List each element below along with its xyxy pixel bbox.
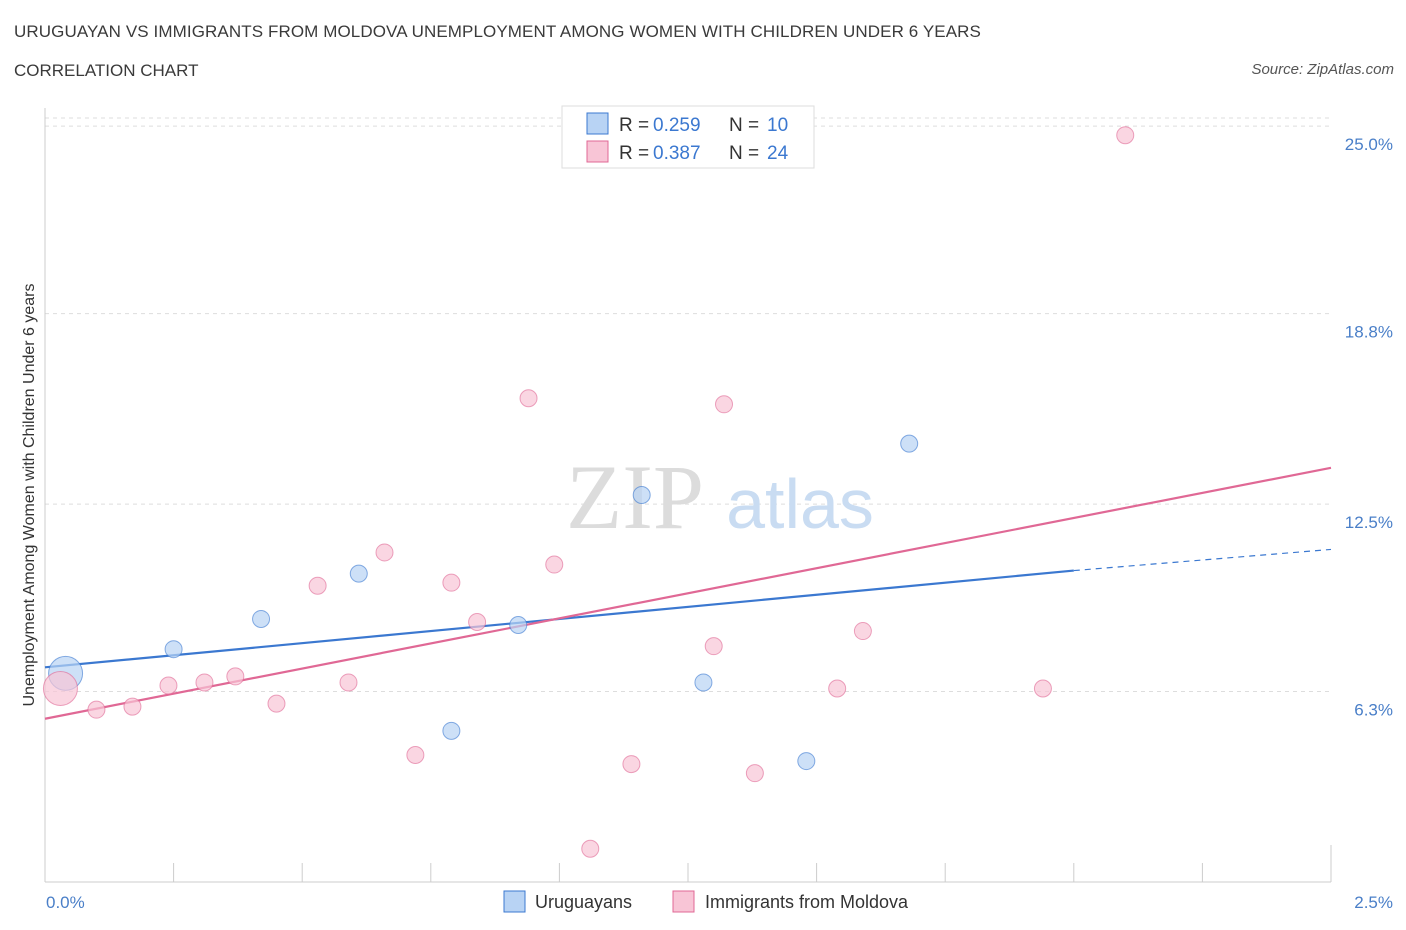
y-tick-label-3: 25.0% (1345, 135, 1393, 154)
point-moldova-23 (1116, 126, 1135, 145)
point-uruguayans-8 (797, 752, 816, 771)
point-moldova-14 (545, 555, 564, 574)
source-credit: Source: ZipAtlas.com (1251, 61, 1394, 78)
point-uruguayans-3 (349, 564, 368, 583)
point-moldova-17 (704, 637, 723, 656)
legend-swatch-pink (586, 140, 609, 163)
y-tick-label-1: 12.5% (1345, 513, 1393, 532)
point-moldova-18 (715, 395, 734, 414)
trend-line-extension-0 (1073, 548, 1332, 572)
y-tick-label-0: 6.3% (1354, 701, 1393, 720)
legend-swatch-blue (586, 112, 609, 135)
series-legend: Uruguayans Immigrants from Moldova (503, 890, 909, 913)
point-uruguayans-9 (900, 434, 919, 453)
legend-r-label-2: R = (619, 143, 649, 164)
x-tick-label-1: 2.5% (1354, 893, 1393, 912)
point-moldova-8 (339, 673, 358, 692)
legend-n-value-2: 24 (767, 143, 789, 164)
legend-r-label-1: R = (619, 115, 649, 136)
series-legend-label-moldova: Immigrants from Moldova (705, 892, 909, 912)
point-uruguayans-7 (694, 673, 713, 692)
legend-n-label-1: N = (729, 115, 759, 136)
point-uruguayans-2 (252, 609, 271, 628)
point-moldova-2 (123, 697, 142, 716)
point-moldova-7 (308, 576, 327, 595)
chart-title: URUGUAYAN VS IMMIGRANTS FROM MOLDOVA UNE… (14, 22, 981, 41)
trend-line-1 (44, 466, 1332, 720)
x-tick-label-0: 0.0% (46, 893, 85, 912)
point-moldova-9 (375, 543, 394, 562)
data-points (42, 126, 1135, 858)
watermark: ZIP atlas (566, 446, 874, 548)
legend-r-value-1: 0.259 (653, 115, 701, 136)
legend-n-value-1: 10 (767, 115, 788, 136)
point-moldova-1 (87, 700, 106, 719)
point-moldova-4 (195, 673, 214, 692)
legend-r-value-2: 0.387 (653, 143, 701, 164)
trend-lines (44, 466, 1332, 720)
axes (44, 108, 1332, 883)
tick-labels: 6.3% 12.5% 18.8% 25.0% 0.0% 2.5% (46, 135, 1393, 912)
point-uruguayans-6 (632, 486, 651, 504)
point-moldova-13 (519, 389, 538, 408)
point-moldova-3 (159, 676, 178, 695)
point-moldova-6 (267, 694, 286, 713)
point-moldova-11 (442, 573, 461, 592)
stats-legend: R = 0.259 N = 10 R = 0.387 N = 24 (561, 105, 815, 169)
series-legend-swatch-moldova (672, 890, 695, 913)
series-legend-swatch-uruguayans (503, 890, 526, 913)
point-moldova-19 (745, 764, 764, 783)
point-uruguayans-5 (509, 616, 528, 635)
point-moldova-15 (581, 839, 600, 858)
point-moldova-12 (468, 612, 487, 631)
gridlines (45, 117, 1331, 693)
watermark-atlas: atlas (726, 465, 874, 543)
point-moldova-10 (406, 746, 425, 765)
point-moldova-22 (1033, 679, 1052, 698)
legend-n-label-2: N = (729, 143, 759, 164)
chart-subtitle: CORRELATION CHART (14, 61, 199, 80)
y-axis-label: Unemployment Among Women with Children U… (21, 283, 38, 706)
point-uruguayans-1 (164, 640, 183, 659)
series-legend-label-uruguayans: Uruguayans (535, 892, 632, 912)
point-moldova-5 (226, 667, 245, 686)
point-uruguayans-4 (442, 721, 461, 740)
y-tick-label-2: 18.8% (1345, 323, 1393, 342)
point-moldova-0 (42, 671, 78, 706)
point-moldova-20 (828, 679, 847, 698)
point-moldova-16 (622, 755, 641, 774)
point-moldova-21 (853, 622, 872, 641)
